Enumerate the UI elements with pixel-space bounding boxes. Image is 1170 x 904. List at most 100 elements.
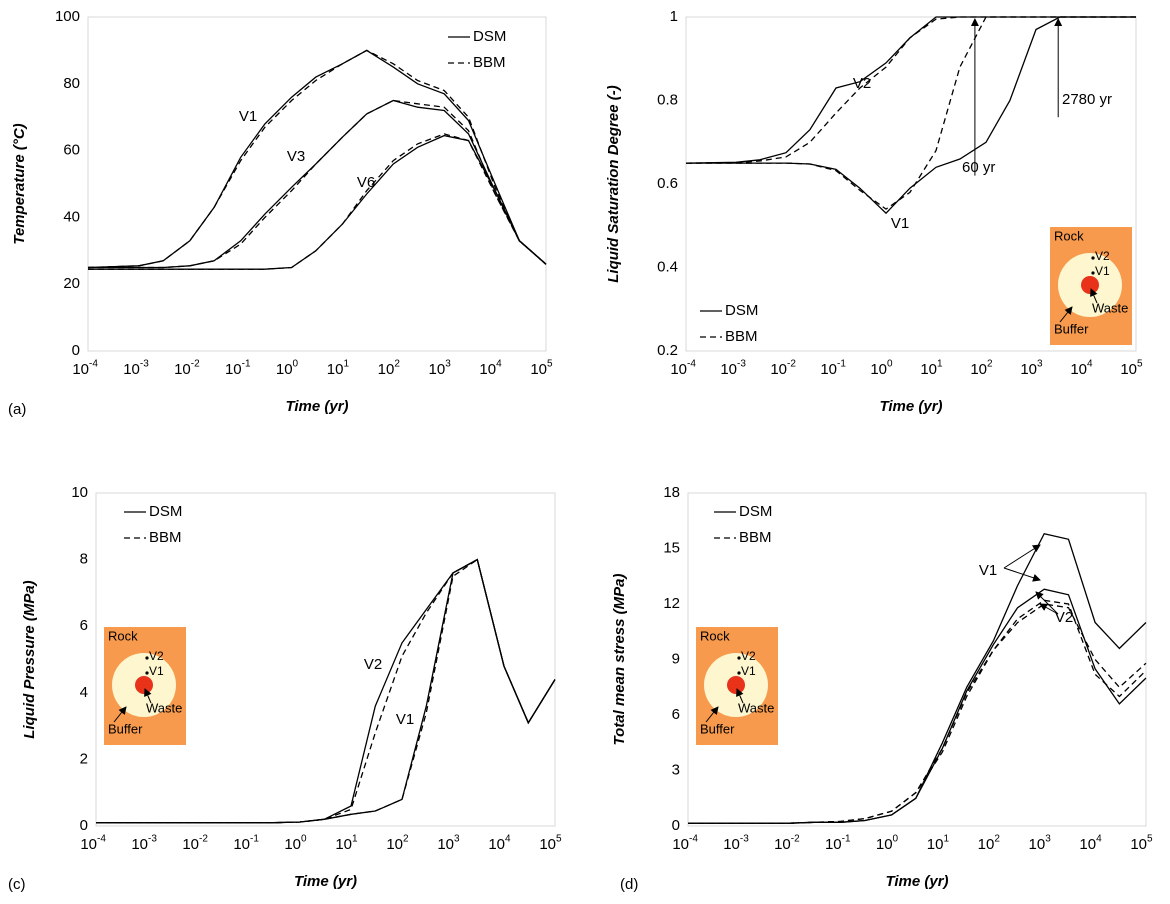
y-tick-label: 60 bbox=[63, 142, 80, 159]
x-tick-exponent: 5 bbox=[547, 359, 553, 370]
inset-label: V1 bbox=[1095, 264, 1110, 278]
x-tick-label: 10 bbox=[876, 836, 893, 853]
x-tick-label: 10 bbox=[870, 361, 887, 378]
x-tick-exponent: -2 bbox=[191, 359, 200, 370]
series-line bbox=[88, 99, 547, 269]
waste-area bbox=[135, 676, 153, 694]
arrow bbox=[144, 688, 152, 704]
y-tick-label: 0.8 bbox=[657, 91, 678, 108]
series-line bbox=[688, 603, 1147, 824]
inset-label: Waste bbox=[146, 700, 182, 715]
y-tick-label: 0 bbox=[72, 342, 80, 359]
series-line bbox=[88, 133, 547, 270]
annotation-label: 2780 yr bbox=[1062, 91, 1112, 108]
label-pointer bbox=[1039, 603, 1059, 615]
y-tick-label: 15 bbox=[663, 539, 680, 556]
point-marker bbox=[737, 671, 741, 675]
x-tick-exponent: 0 bbox=[293, 359, 299, 370]
x-tick-label: 10 bbox=[820, 361, 837, 378]
inset-label: Rock bbox=[108, 628, 138, 643]
y-tick-label: 9 bbox=[672, 650, 680, 667]
x-tick-exponent: -1 bbox=[837, 359, 846, 370]
y-tick-label: 1 bbox=[670, 8, 678, 25]
y-axis-title: Liquid Saturation Degree (-) bbox=[605, 85, 622, 283]
x-tick-exponent: 2 bbox=[394, 359, 400, 370]
y-tick-label: 20 bbox=[63, 275, 80, 292]
point-marker bbox=[145, 656, 149, 660]
x-axis-title: Time (yr) bbox=[885, 873, 948, 890]
x-tick-exponent: -4 bbox=[689, 834, 698, 845]
x-tick-exponent: 3 bbox=[445, 359, 451, 370]
legend-label: DSM bbox=[739, 503, 772, 520]
x-tick-exponent: 2 bbox=[987, 359, 993, 370]
x-tick-label: 10 bbox=[927, 836, 944, 853]
x-tick-exponent: 1 bbox=[943, 834, 949, 845]
inset-label: V2 bbox=[741, 649, 756, 663]
label-pointer bbox=[1003, 567, 1041, 582]
legend-label: DSM bbox=[725, 302, 758, 319]
y-axis-title: Total mean stress (MPa) bbox=[611, 574, 628, 746]
x-tick-label: 10 bbox=[174, 361, 191, 378]
x-tick-exponent: 4 bbox=[496, 359, 502, 370]
x-tick-exponent: 1 bbox=[937, 359, 943, 370]
label-pointer bbox=[1035, 591, 1059, 615]
y-tick-label: 0 bbox=[672, 817, 680, 834]
x-tick-exponent: 0 bbox=[301, 834, 307, 845]
y-tick-label: 3 bbox=[672, 761, 680, 778]
inset-label: Buffer bbox=[700, 721, 735, 736]
legend-label: BBM bbox=[473, 54, 506, 71]
inset-label: Buffer bbox=[108, 721, 143, 736]
series-line bbox=[686, 16, 1136, 210]
x-tick-label: 10 bbox=[1120, 361, 1137, 378]
x-tick-label: 10 bbox=[429, 361, 446, 378]
x-tick-label: 10 bbox=[327, 361, 344, 378]
waste-area bbox=[727, 676, 745, 694]
x-tick-label: 10 bbox=[488, 836, 505, 853]
series-label: V2 bbox=[1055, 609, 1073, 626]
x-tick-label: 10 bbox=[378, 361, 395, 378]
x-tick-exponent: 3 bbox=[1045, 834, 1051, 845]
x-tick-exponent: -1 bbox=[842, 834, 851, 845]
x-tick-label: 10 bbox=[80, 836, 97, 853]
x-tick-exponent: 3 bbox=[1037, 359, 1043, 370]
x-axis-title: Time (yr) bbox=[285, 398, 348, 415]
inset-label: V1 bbox=[741, 664, 756, 678]
y-axis-title: Liquid Pressure (MPa) bbox=[21, 580, 38, 738]
x-tick-label: 10 bbox=[978, 836, 995, 853]
inset-label: V2 bbox=[1095, 249, 1110, 263]
x-tick-exponent: 5 bbox=[556, 834, 562, 845]
x-tick-exponent: -2 bbox=[199, 834, 208, 845]
series-label: V6 bbox=[357, 174, 375, 191]
inset-label: Waste bbox=[1092, 300, 1128, 315]
series-label: V1 bbox=[891, 215, 909, 232]
series-line bbox=[96, 558, 556, 824]
x-tick-exponent: -4 bbox=[687, 359, 696, 370]
x-tick-exponent: 1 bbox=[343, 359, 349, 370]
x-tick-exponent: 4 bbox=[505, 834, 511, 845]
y-tick-label: 0.2 bbox=[657, 342, 678, 359]
point-marker bbox=[737, 656, 741, 660]
x-tick-exponent: -2 bbox=[787, 359, 796, 370]
x-tick-label: 10 bbox=[335, 836, 352, 853]
y-tick-label: 8 bbox=[80, 551, 88, 568]
x-tick-exponent: -3 bbox=[740, 834, 749, 845]
x-tick-label: 10 bbox=[437, 836, 454, 853]
x-tick-label: 10 bbox=[774, 836, 791, 853]
inset-label: V1 bbox=[149, 664, 164, 678]
x-tick-exponent: -3 bbox=[140, 359, 149, 370]
series-label: V2 bbox=[364, 656, 382, 673]
x-tick-label: 10 bbox=[720, 361, 737, 378]
y-tick-label: 10 bbox=[71, 484, 88, 501]
x-tick-label: 10 bbox=[386, 836, 403, 853]
y-tick-label: 0 bbox=[80, 817, 88, 834]
arrow bbox=[1059, 306, 1073, 323]
x-tick-label: 10 bbox=[670, 361, 687, 378]
annotation-label: 60 yr bbox=[962, 159, 995, 176]
x-tick-label: 10 bbox=[770, 361, 787, 378]
x-tick-label: 10 bbox=[1029, 836, 1046, 853]
y-tick-label: 12 bbox=[663, 595, 680, 612]
x-tick-label: 10 bbox=[131, 836, 148, 853]
panel-label: (d) bbox=[620, 876, 638, 893]
x-tick-exponent: 5 bbox=[1147, 834, 1153, 845]
